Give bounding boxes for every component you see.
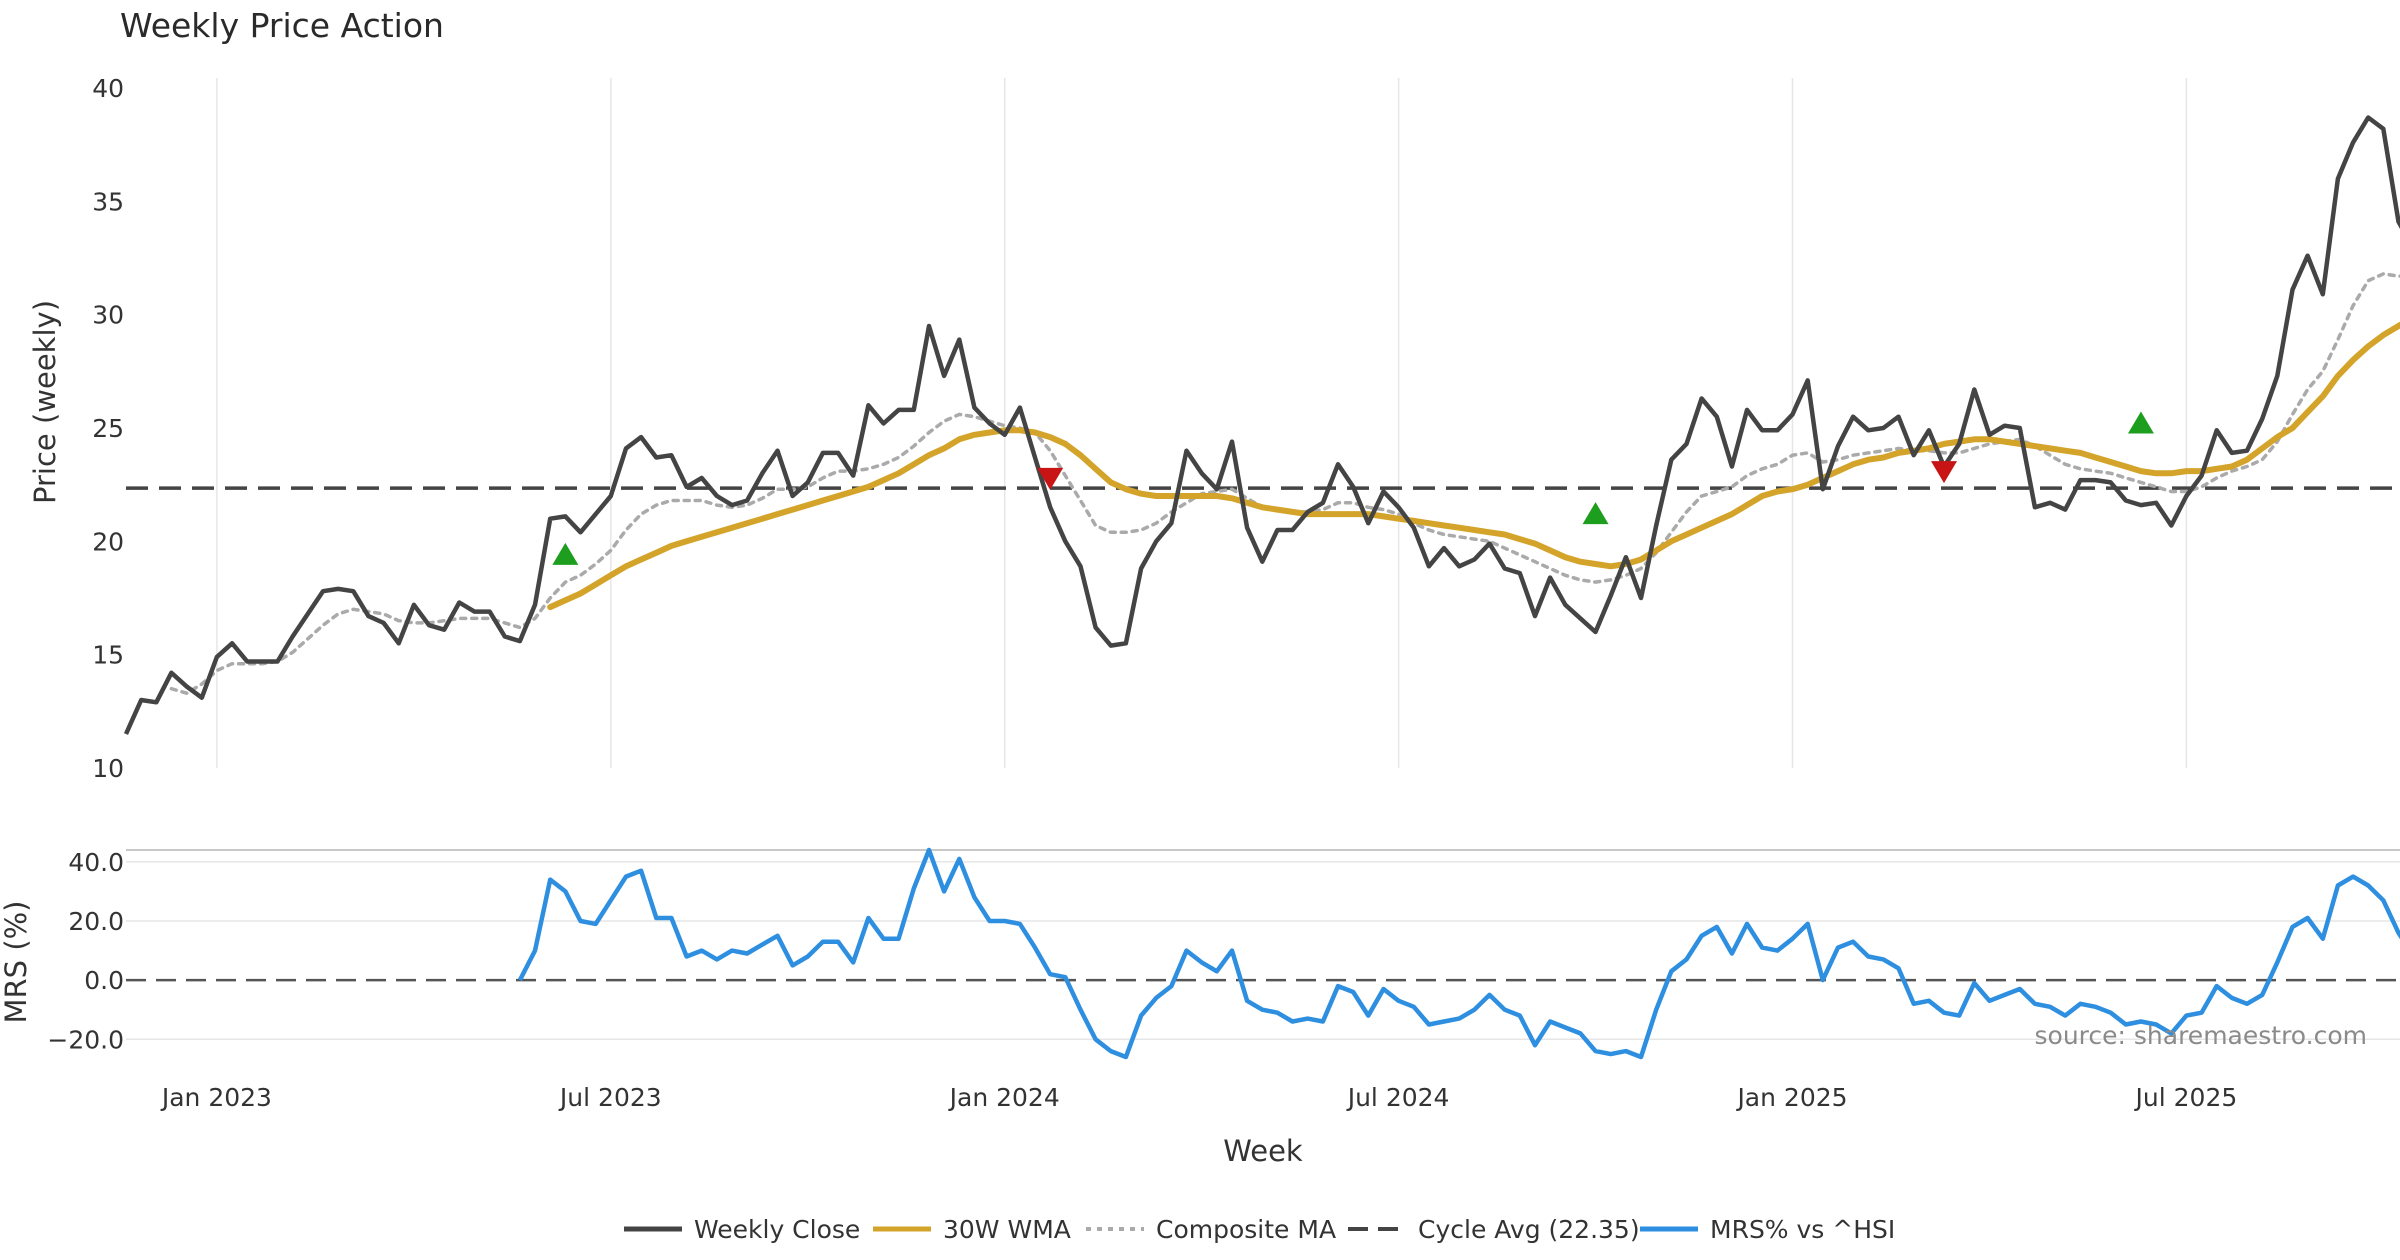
sell-signal-marker	[1931, 461, 1957, 484]
price-y-tick-label: 20	[92, 527, 124, 556]
x-tick-label: Jul 2025	[2134, 1083, 2238, 1112]
sell-signal-marker	[1037, 467, 1064, 490]
price-y-tick-label: 15	[92, 641, 124, 670]
x-tick-label: Jan 2023	[160, 1083, 272, 1112]
x-axis: Jan 2023 Jul 2023 Jan 2024 Jul 2024 Jan 2025…	[160, 1083, 2237, 1112]
chart-title: Weekly Price Action	[120, 6, 444, 45]
legend-label: Cycle Avg (22.35)	[1418, 1215, 1640, 1244]
x-tick-label: Jan 2024	[948, 1083, 1060, 1112]
source-annotation: source: sharemaestro.com	[2035, 1021, 2368, 1050]
grid	[126, 78, 2400, 1041]
buy-signal-marker	[2127, 411, 2154, 434]
mrs-y-tick-label: −20.0	[47, 1025, 124, 1054]
price-y-tick-label: 30	[92, 301, 124, 330]
legend: Weekly Close 30W WMA Composite MA Cycle Avg…	[624, 1215, 1895, 1244]
price-y-tick-label: 35	[92, 187, 124, 216]
x-tick-label: Jul 2024	[1346, 1083, 1450, 1112]
legend-label: Weekly Close	[694, 1215, 860, 1244]
mrs-y-tick-label: 20.0	[68, 907, 124, 936]
mrs-y-tick-label: 0.0	[84, 966, 124, 995]
mrs-y-tick-label: 40.0	[68, 848, 124, 877]
legend-label: 30W WMA	[943, 1215, 1071, 1244]
series-layer	[123, 115, 2400, 1060]
x-tick-label: Jul 2023	[558, 1083, 662, 1112]
buy-signal-marker	[1582, 502, 1609, 525]
wma-30w-line	[547, 321, 2400, 611]
buy-signal-marker	[552, 542, 579, 565]
legend-label: MRS% vs ^HSI	[1710, 1215, 1895, 1244]
composite-ma-line	[169, 272, 2400, 696]
price-y-axis: 10 15 20 25 30 35 40	[92, 74, 124, 783]
signal-markers	[552, 411, 2154, 565]
price-y-tick-label: 10	[92, 754, 124, 783]
x-tick-label: Jan 2025	[1735, 1083, 1847, 1112]
weekly-close-line	[123, 115, 2400, 735]
mrs-line	[517, 847, 2400, 1060]
price-y-tick-label: 40	[92, 74, 124, 103]
x-axis-title: Week	[1223, 1134, 1303, 1168]
mrs-y-axis-title: MRS (%)	[0, 901, 33, 1024]
price-y-axis-title: Price (weekly)	[28, 300, 62, 504]
legend-label: Composite MA	[1156, 1215, 1336, 1244]
mrs-y-axis: 40.0 20.0 0.0 −20.0	[47, 848, 124, 1054]
price-y-tick-label: 25	[92, 414, 124, 443]
